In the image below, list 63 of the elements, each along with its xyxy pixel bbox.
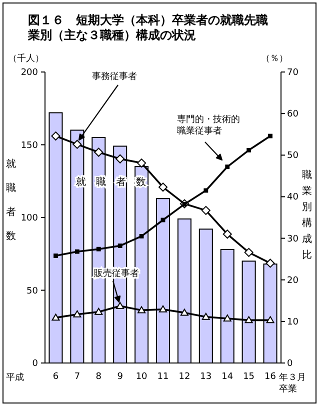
point	[268, 134, 272, 138]
series-label: 専門的・技術的職業従事者	[177, 114, 240, 136]
point	[223, 314, 232, 322]
point	[225, 164, 230, 169]
x-tick-label: 7	[74, 372, 80, 382]
y2-tick-label: 30	[287, 234, 299, 244]
point	[244, 248, 254, 257]
y-tick-label: 50	[26, 286, 38, 296]
point	[180, 308, 188, 316]
point	[118, 244, 122, 248]
point	[246, 148, 252, 152]
text: 平成	[6, 372, 24, 383]
text: 事務従事者	[92, 71, 137, 82]
chart-title: 図１６ 短期大学（本科）卒業者の就職先職業別（主な３職種）構成の状況	[27, 13, 268, 42]
y-tick-label: 0	[32, 359, 38, 369]
point	[52, 314, 60, 321]
point	[74, 249, 80, 254]
y2-tick-label: 0	[287, 359, 293, 369]
x-tick-label: 12	[178, 372, 190, 382]
point	[222, 230, 232, 239]
text: 年３月卒業	[279, 372, 306, 394]
x-tick-label: 16	[264, 372, 276, 382]
point	[266, 258, 275, 268]
point	[204, 188, 208, 193]
point	[137, 158, 146, 168]
point	[54, 254, 58, 258]
y2-tick-label: 70	[287, 68, 299, 78]
point	[202, 312, 210, 320]
x-tick-label: 6	[52, 372, 59, 382]
y2-axis-title: 職業別構成比	[302, 169, 312, 261]
y-tick-label: 100	[20, 214, 38, 224]
y2-tick-label: 60	[287, 110, 299, 120]
point	[159, 305, 167, 312]
x-tick-label: 14	[222, 372, 234, 382]
y2-tick-label: 50	[287, 151, 299, 162]
x-tick-label: 8	[96, 372, 102, 382]
point	[139, 234, 144, 238]
x-tick-label: 13	[200, 372, 212, 382]
y-tick-label: 150	[20, 140, 38, 151]
text: （％）	[261, 54, 288, 64]
y2-tick-label: 10	[287, 317, 299, 328]
point	[94, 148, 104, 157]
point	[201, 206, 210, 215]
x-tick-label: 15	[243, 372, 255, 382]
text: （千人）	[8, 53, 44, 64]
y2-tick-label: 20	[287, 276, 299, 286]
point	[96, 246, 101, 252]
text: 就職者数	[6, 159, 16, 242]
point	[266, 316, 274, 324]
point	[51, 132, 60, 141]
point	[158, 182, 168, 192]
point	[73, 310, 82, 318]
point	[116, 302, 124, 310]
point	[94, 308, 103, 315]
point	[116, 154, 125, 164]
x-tick-label: 11	[157, 372, 169, 382]
x-tick-label: 9	[117, 372, 124, 382]
y-tick-label: 200	[20, 68, 38, 78]
point	[244, 316, 253, 324]
y2-tick-label: 40	[287, 192, 299, 203]
point	[138, 306, 146, 314]
x-tick-label: 10	[136, 372, 148, 382]
point	[72, 140, 82, 149]
